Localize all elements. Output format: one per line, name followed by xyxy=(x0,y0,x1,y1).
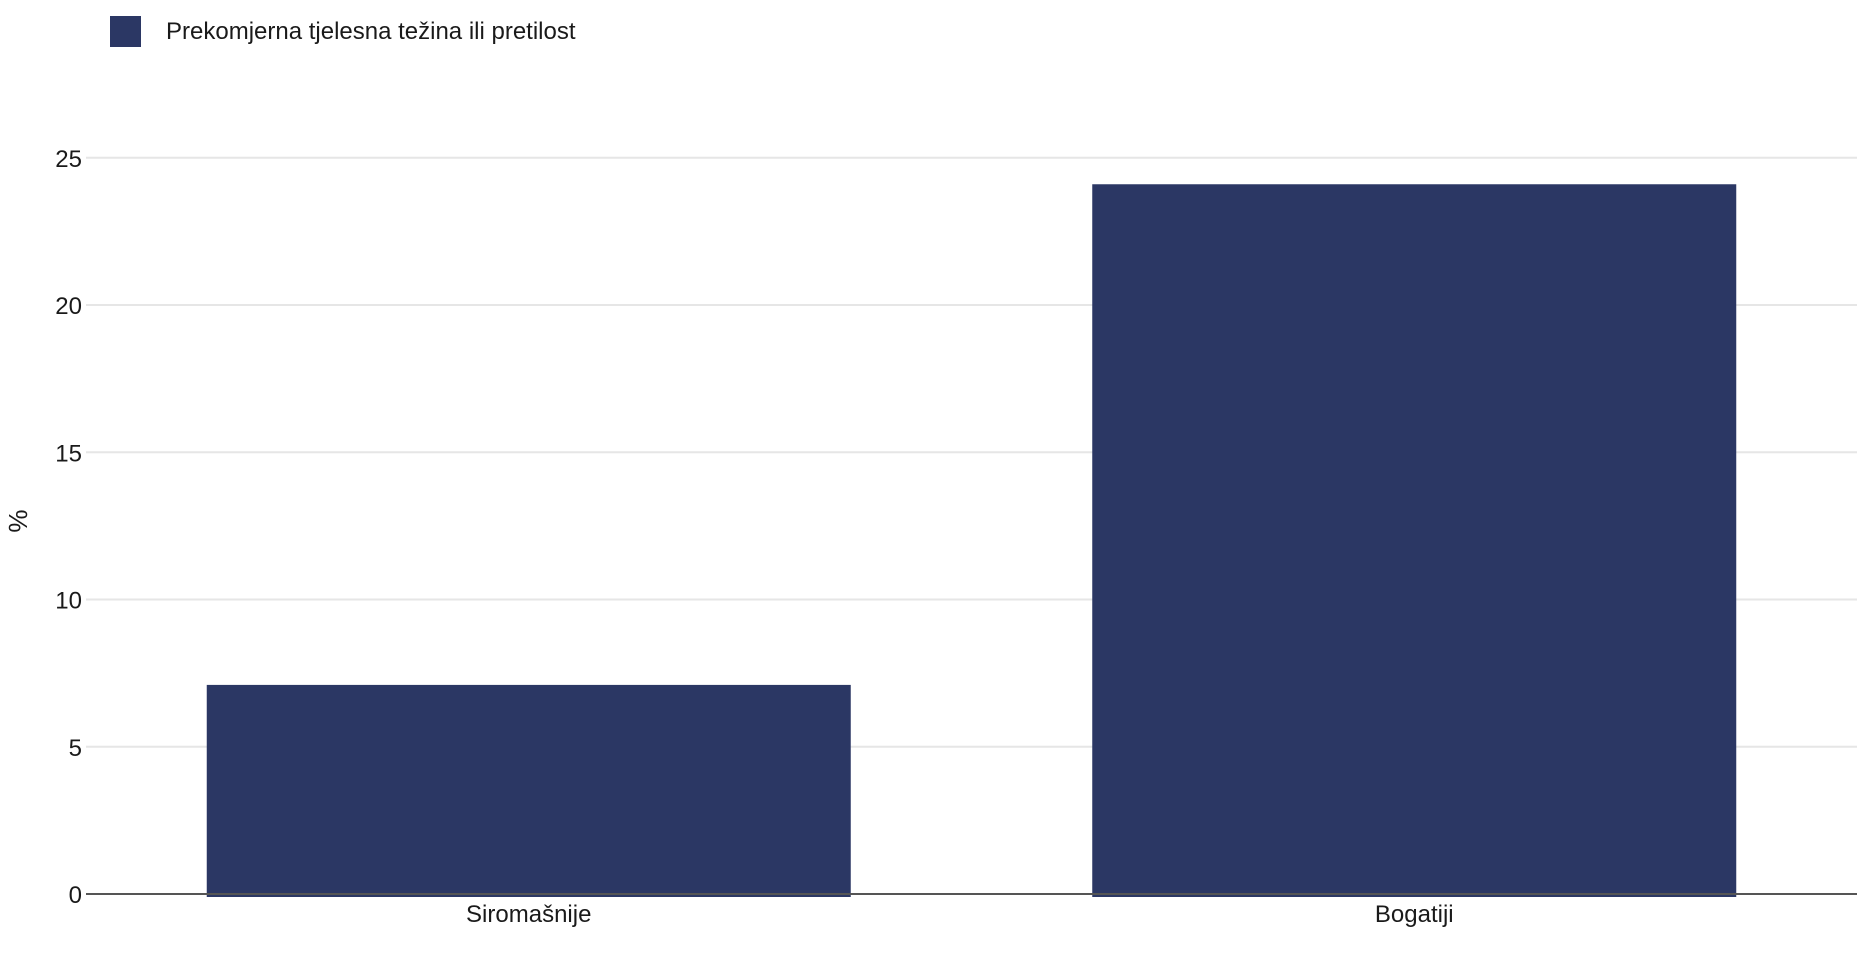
x-tick-label: Siromašnije xyxy=(466,901,591,928)
y-tick-label: 0 xyxy=(69,882,82,909)
bar xyxy=(1092,184,1736,897)
bar xyxy=(207,685,851,897)
y-tick-label: 10 xyxy=(55,588,82,615)
x-tick-label: Bogatiji xyxy=(1375,901,1454,928)
y-tick-label: 20 xyxy=(55,293,82,320)
y-axis-label: % xyxy=(3,509,33,532)
y-tick-label: 15 xyxy=(55,440,82,467)
y-tick-label: 5 xyxy=(69,735,82,762)
y-tick-label: 25 xyxy=(55,146,82,173)
legend-swatch xyxy=(110,16,141,47)
legend-label: Prekomjerna tjelesna težina ili pretilos… xyxy=(166,16,576,47)
legend: Prekomjerna tjelesna težina ili pretilos… xyxy=(110,16,576,47)
